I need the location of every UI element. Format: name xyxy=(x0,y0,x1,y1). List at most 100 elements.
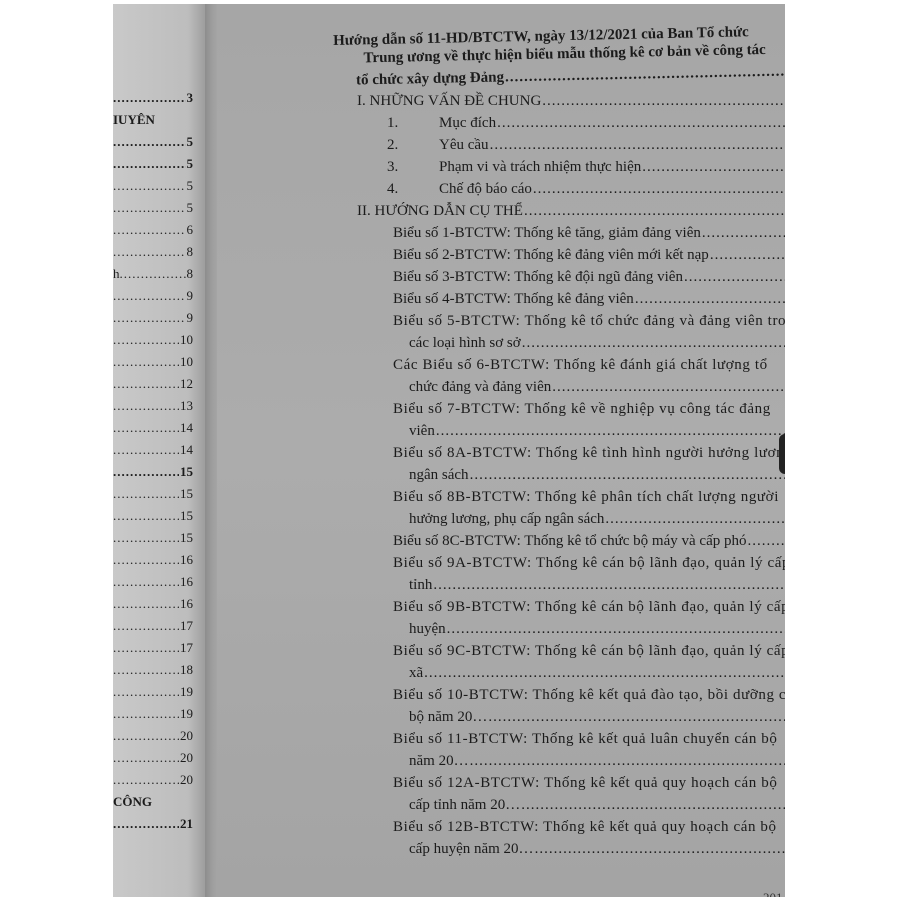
left-toc-row: 18 xyxy=(113,656,193,678)
entry-title: I. NHỮNG VẤN ĐỀ CHUNG xyxy=(357,93,542,109)
toc-entry: Biểu số 10-BTCTW: Thống kê kết quả đào t… xyxy=(357,682,785,726)
dot-leader xyxy=(113,816,179,832)
dot-leader xyxy=(113,750,179,766)
left-toc-row: 19 xyxy=(113,678,193,700)
entry-title: Biểu số 8C-BTCTW: Thống kê tổ chức bộ má… xyxy=(393,533,747,549)
toc-entry: 2.Yêu cầu22 xyxy=(357,132,785,154)
dot-leader xyxy=(113,288,186,304)
entry-title: Mục đích xyxy=(439,115,497,131)
page-number: 5 xyxy=(186,134,194,149)
dot-leader xyxy=(113,530,179,546)
page-number: 10 xyxy=(180,332,193,347)
toc-entry-line: Biểu số 8C-BTCTW: Thống kê tổ chức bộ má… xyxy=(357,528,785,550)
toc-entry: Biểu số 2-BTCTW: Thống kê đảng viên mới … xyxy=(357,242,785,264)
toc-entry-line: Biểu số 5-BTCTW: Thống kê tổ chức đảng v… xyxy=(357,308,785,330)
dot-leader xyxy=(469,467,785,484)
toc-entry-line: 1.Mục đích21 xyxy=(357,110,785,132)
entry-title: Biểu số 7-BTCTW: Thống kê về nghiệp vụ c… xyxy=(393,401,771,417)
page-number: 20 xyxy=(180,772,193,787)
dot-leader xyxy=(446,621,785,638)
dot-leader xyxy=(532,181,785,198)
toc-entry-line: các loại hình sơ sở33 xyxy=(357,330,785,352)
book-gutter xyxy=(205,4,219,897)
dot-leader xyxy=(113,332,179,348)
toc-entry-line: Biểu số 1-BTCTW: Thống kê tăng, giảm đản… xyxy=(357,220,785,242)
toc-entry-line: huyện42 xyxy=(357,616,785,638)
left-toc-heading-fragment: CÔNG xyxy=(113,788,193,810)
dot-leader xyxy=(683,269,785,286)
left-toc-row: 15 xyxy=(113,524,193,546)
dot-leader xyxy=(113,508,179,524)
page-number: 17 xyxy=(180,640,193,655)
toc-entry-line: Biểu số 11-BTCTW: Thống kê kết quả luân … xyxy=(357,726,785,748)
dot-leader xyxy=(113,398,179,414)
toc-entry: Biểu số 9B-BTCTW: Thống kê cán bộ lãnh đ… xyxy=(357,594,785,638)
left-toc-row: 15 xyxy=(113,502,193,524)
entry-title: Biểu số 9B-BTCTW: Thống kê cán bộ lãnh đ… xyxy=(393,599,785,615)
toc-entry-line: cấp tỉnh năm 20…47 xyxy=(357,792,785,814)
left-toc-row: 6 xyxy=(113,216,194,238)
toc-entry: Biểu số 3-BTCTW: Thống kê đội ngũ đảng v… xyxy=(357,264,785,286)
page-number: 3 xyxy=(186,90,194,105)
toc-entry-line: 3.Phạm vi và trách nhiệm thực hiện22 xyxy=(357,154,785,176)
dot-leader xyxy=(523,203,785,220)
page-number: 9 xyxy=(186,310,194,325)
toc-entry-line: Biểu số 2-BTCTW: Thống kê đảng viên mới … xyxy=(357,242,785,264)
dot-leader xyxy=(521,335,785,352)
dot-leader xyxy=(541,93,785,110)
page-number: 20 xyxy=(180,750,193,765)
page-edge-shadow xyxy=(779,434,785,474)
dot-leader xyxy=(113,662,179,678)
entry-title: ngân sách xyxy=(409,467,469,483)
entry-title: Các Biểu số 6-BTCTW: Thống kê đánh giá c… xyxy=(393,357,768,373)
left-toc-row: 16 xyxy=(113,568,193,590)
right-page: Hướng dẫn số 11-HD/BTCTW, ngày 13/12/202… xyxy=(217,4,785,897)
page-number: 20 xyxy=(180,728,193,743)
dot-leader xyxy=(113,244,186,260)
entry-number: 2. xyxy=(387,137,399,153)
toc-entry-line: Biểu số 9A-BTCTW: Thống kê cán bộ lãnh đ… xyxy=(357,550,785,572)
dot-leader xyxy=(113,90,186,106)
toc-entry: Biểu số 11-BTCTW: Thống kê kết quả luân … xyxy=(357,726,785,770)
toc-entry-line: ngân sách37 xyxy=(357,462,785,484)
dot-leader xyxy=(489,137,785,154)
dot-leader xyxy=(701,225,785,242)
page-number: 19 xyxy=(180,706,193,721)
toc-entry-line: Biểu số 12A-BTCTW: Thống kê kết quả quy … xyxy=(357,770,785,792)
left-toc-row: 5 xyxy=(113,172,194,194)
toc-entry: Biểu số 5-BTCTW: Thống kê tổ chức đảng v… xyxy=(357,308,785,352)
toc-entry: 3.Phạm vi và trách nhiệm thực hiện22 xyxy=(357,154,785,176)
toc-entry: Biểu số 8C-BTCTW: Thống kê tổ chức bộ má… xyxy=(357,528,785,550)
toc-entry: Biểu số 9C-BTCTW: Thống kê cán bộ lãnh đ… xyxy=(357,638,785,682)
toc-entry: Biểu số 12A-BTCTW: Thống kê kết quả quy … xyxy=(357,770,785,814)
toc-entry: I. NHỮNG VẤN ĐỀ CHUNG21 xyxy=(357,88,785,110)
dot-leader xyxy=(113,134,186,150)
entry-title: xã xyxy=(409,665,424,681)
toc-entry-line: chức đảng và đảng viên36 xyxy=(357,374,785,396)
entry-title: Biểu số 12A-BTCTW: Thống kê kết quả quy … xyxy=(393,775,778,791)
toc-entry-line: Biểu số 7-BTCTW: Thống kê về nghiệp vụ c… xyxy=(357,396,785,418)
left-toc-row: 17 xyxy=(113,634,193,656)
dot-leader xyxy=(432,577,785,594)
page-number: 5 xyxy=(186,156,194,171)
dot-leader xyxy=(113,706,179,722)
dot-leader xyxy=(113,728,179,744)
entry-title: bộ năm 20… xyxy=(409,709,488,725)
dot-leader xyxy=(709,247,785,264)
dot-leader xyxy=(487,709,785,726)
toc-entry-line: Các Biểu số 6-BTCTW: Thống kê đánh giá c… xyxy=(357,352,785,374)
toc-entry-line: Biểu số 3-BTCTW: Thống kê đội ngũ đảng v… xyxy=(357,264,785,286)
entry-title: cấp tỉnh năm 20… xyxy=(409,797,521,813)
toc-entry-line: cấp huyện năm 20…47 xyxy=(357,836,785,858)
entry-title: II. HƯỚNG DẪN CỤ THỂ xyxy=(357,203,523,219)
left-page: 3IUYÊN555568h899101012131414151515151616… xyxy=(113,4,207,897)
entry-title: Biểu số 9C-BTCTW: Thống kê cán bộ lãnh đ… xyxy=(393,643,785,659)
toc-entry-line: Biểu số 10-BTCTW: Thống kê kết quả đào t… xyxy=(357,682,785,704)
dot-leader xyxy=(113,310,186,326)
left-toc-row: 10 xyxy=(113,348,193,370)
entry-number: 4. xyxy=(387,181,399,197)
toc-entry: Biểu số 4-BTCTW: Thống kê đảng viên32 xyxy=(357,286,785,308)
dot-leader xyxy=(534,841,785,858)
page-number: 14 xyxy=(180,420,193,435)
page-number: 21 xyxy=(180,816,193,831)
